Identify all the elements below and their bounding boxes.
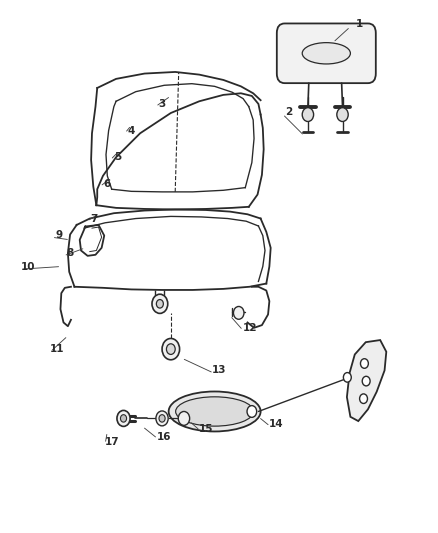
Circle shape	[159, 415, 165, 422]
Text: 7: 7	[91, 214, 98, 223]
Circle shape	[166, 344, 175, 354]
Text: 4: 4	[128, 126, 135, 135]
Ellipse shape	[302, 43, 350, 64]
Text: 16: 16	[157, 432, 172, 442]
Polygon shape	[347, 340, 386, 421]
Circle shape	[233, 306, 244, 319]
Text: 5: 5	[115, 152, 122, 162]
Circle shape	[247, 406, 257, 417]
Text: 14: 14	[268, 419, 283, 429]
Circle shape	[337, 108, 348, 122]
Circle shape	[302, 108, 314, 122]
Text: 8: 8	[67, 248, 74, 258]
Circle shape	[152, 294, 168, 313]
Text: 9: 9	[56, 230, 63, 239]
Ellipse shape	[169, 391, 261, 432]
Text: 2: 2	[286, 107, 293, 117]
Text: 10: 10	[21, 262, 36, 271]
Circle shape	[120, 415, 127, 422]
Circle shape	[343, 373, 351, 382]
Circle shape	[360, 394, 367, 403]
Text: 12: 12	[242, 323, 257, 333]
FancyBboxPatch shape	[277, 23, 376, 83]
Text: 11: 11	[49, 344, 64, 354]
Ellipse shape	[176, 397, 254, 426]
Circle shape	[362, 376, 370, 386]
Text: 15: 15	[198, 424, 213, 434]
Circle shape	[156, 300, 163, 308]
Text: 6: 6	[104, 179, 111, 189]
Text: 17: 17	[104, 438, 119, 447]
Text: 1: 1	[356, 19, 363, 29]
Circle shape	[156, 411, 168, 426]
Circle shape	[162, 338, 180, 360]
Circle shape	[178, 411, 190, 425]
Circle shape	[360, 359, 368, 368]
Circle shape	[117, 410, 130, 426]
Text: 3: 3	[159, 99, 166, 109]
Text: 13: 13	[212, 366, 226, 375]
